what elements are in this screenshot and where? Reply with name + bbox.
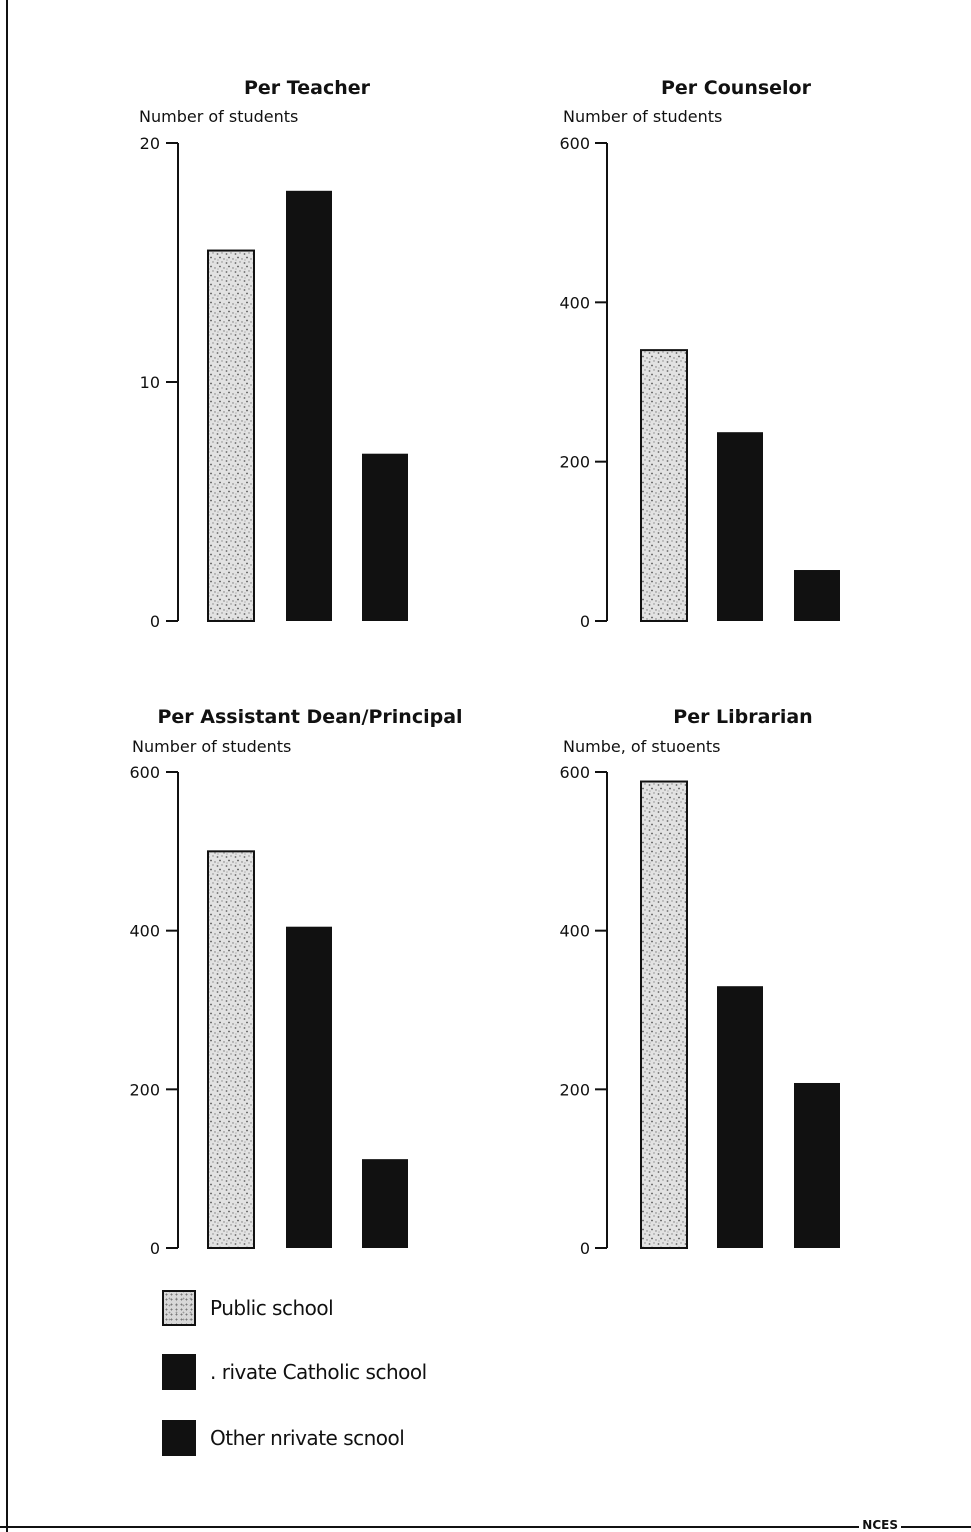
y-tick-label: 400 bbox=[559, 922, 590, 941]
y-tick-label: 600 bbox=[129, 763, 160, 782]
y-axis-label: Number of students bbox=[563, 107, 722, 126]
chart-panel-3: Per Assistant Dean/Principal Number of st… bbox=[129, 706, 462, 1258]
y-tick-label: 10 bbox=[140, 373, 160, 392]
legend: Public school . rivate Catholic school O… bbox=[162, 1290, 462, 1470]
y-tick-label: 0 bbox=[580, 1239, 590, 1258]
y-tick-label: 400 bbox=[559, 293, 590, 312]
y-axis-label: Number of students bbox=[132, 737, 291, 756]
chart-title: Per Counselor bbox=[661, 77, 812, 99]
bar-other-private-school bbox=[362, 453, 408, 621]
bar-private-catholic-school bbox=[286, 926, 332, 1248]
bar-private-catholic-school bbox=[286, 190, 332, 622]
chart-panel-4: Per Librarian Numbe, of stuoents 0 200 400 60… bbox=[559, 706, 840, 1258]
y-axis-label: Number of students bbox=[139, 107, 298, 126]
y-tick-label: 0 bbox=[150, 1239, 160, 1258]
y-tick-label: 600 bbox=[559, 763, 590, 782]
chart-title: Per Teacher bbox=[244, 77, 371, 99]
legend-item-other: Other nrivate scnool bbox=[162, 1420, 405, 1456]
legend-label-other: Other nrivate scnool bbox=[210, 1426, 405, 1450]
bar-private-catholic-school bbox=[717, 432, 763, 621]
bar-public-school bbox=[207, 850, 255, 1249]
bar-other-private-school bbox=[362, 1159, 408, 1248]
catholic-school-swatch bbox=[162, 1354, 196, 1390]
y-tick-label: 0 bbox=[150, 612, 160, 631]
y-tick-label: 400 bbox=[129, 922, 160, 941]
bar-other-private-school bbox=[794, 1082, 840, 1248]
bar-private-catholic-school bbox=[717, 986, 763, 1248]
bar-public-school bbox=[640, 349, 688, 622]
bar-public-school bbox=[640, 780, 688, 1250]
footer-source-tag: NCES bbox=[859, 1518, 901, 1532]
legend-label-catholic: . rivate Catholic school bbox=[210, 1360, 427, 1384]
chart-panel-2: Per Counselor Number of students 0 200 400 60… bbox=[559, 77, 840, 631]
y-axis-label: Numbe, of stuoents bbox=[563, 737, 721, 756]
legend-item-public: Public school bbox=[162, 1290, 334, 1326]
bar-other-private-school bbox=[794, 570, 840, 621]
y-tick-label: 600 bbox=[559, 134, 590, 153]
y-tick-label: 0 bbox=[580, 612, 590, 631]
bar-public-school bbox=[207, 249, 255, 623]
public-school-swatch bbox=[162, 1290, 196, 1326]
y-tick-label: 200 bbox=[559, 453, 590, 472]
chart-panel-1: Per Teacher Number of students 0 10 20 bbox=[139, 77, 408, 631]
y-tick-label: 20 bbox=[140, 134, 160, 153]
y-tick-label: 200 bbox=[129, 1080, 160, 1099]
chart-title: Per Librarian bbox=[673, 706, 812, 728]
bottom-border bbox=[0, 1526, 971, 1528]
legend-label-public: Public school bbox=[210, 1296, 334, 1320]
legend-item-catholic: . rivate Catholic school bbox=[162, 1354, 427, 1390]
chart-title: Per Assistant Dean/Principal bbox=[157, 706, 462, 728]
y-tick-label: 200 bbox=[559, 1080, 590, 1099]
other-private-swatch bbox=[162, 1420, 196, 1456]
left-border bbox=[6, 0, 8, 1532]
